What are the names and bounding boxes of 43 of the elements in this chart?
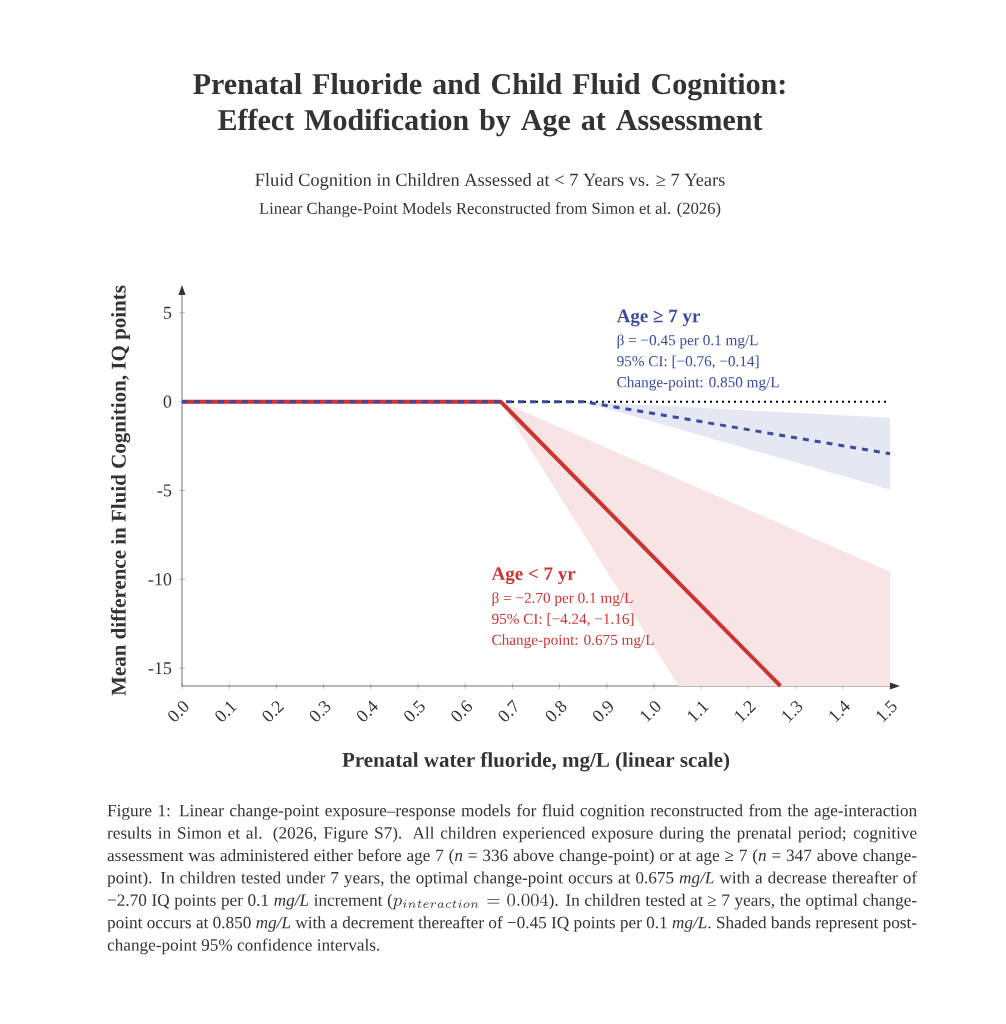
text: results in Simon et al. (2026, Figure S7). All children experienced exposure during the prenatal period; cognitive	[107, 826, 917, 843]
x-tick-label: 1.1	[687, 701, 709, 723]
x-axis-title: Prenatal water fluoride, mg/L (linear scale)	[342, 752, 730, 772]
text: Figure 1: Linear change-point exposure–response models for fluid cognition reconstructed from the age-interaction	[107, 804, 917, 820]
y-tick-label: -10	[148, 573, 172, 586]
y-tick-label: -15	[148, 662, 172, 675]
annotation: 95% CI: [−4.24, −1.16]	[492, 613, 634, 627]
y-tick-label: 0	[163, 395, 172, 408]
y-axis-title: Mean difference in Fluid Cognition, IQ points	[110, 285, 131, 696]
annotation: β = −2.70 per 0.1 mg/L	[492, 592, 633, 607]
x-tick-label: 0.6	[451, 700, 473, 722]
text: assessment was administered either before age 7 (n = 336 above change-point) or at age ≥ 7 (n = 347 above change-	[107, 848, 917, 865]
text: −2.70 IQ points per 0.1 mg/L increment (	[107, 893, 393, 910]
y-tick-label: -5	[157, 484, 172, 497]
x-tick-label: 0.5	[404, 700, 425, 722]
x-tick-label: 1.2	[735, 701, 757, 723]
x-tick-label: 0.1	[215, 701, 237, 722]
text: Linear Change-Point Models Reconstructed from Simon et al. (2026)	[259, 202, 721, 218]
chart-subtitle: Fluid Cognition in Children Assessed at < 7 Years vs. ≥ 7 Years	[255, 173, 725, 190]
annotation: Change-point: 0.675 mg/L	[492, 634, 654, 649]
text: $p_{interaction} = 0.004$	[392, 893, 549, 910]
annotation: Change-point: 0.850 mg/L	[617, 376, 779, 391]
text: ). In children tested at ≥ 7 years, the optimal change-	[549, 893, 917, 910]
chart-title: Prenatal Fluoride and Child Fluid Cognition: Effect Modification by Age at Assessment	[193, 73, 785, 137]
x-tick-label: 0.4	[357, 700, 378, 722]
text: Age ≥ 7 yr	[616, 309, 700, 327]
x-tick-label: 0.9	[593, 701, 613, 722]
x-tick-label: 0.8	[545, 700, 567, 722]
x-tick-label: 0.7	[498, 699, 517, 722]
y-tick-label: 5	[163, 306, 172, 319]
text: change-point 95% confidence intervals.	[107, 938, 380, 955]
x-tick-label: 1.5	[876, 700, 897, 723]
annotation: β = −0.45 per 0.1 mg/L	[617, 334, 758, 349]
text: point occurs at 0.850 mg/L with a decrement thereafter of −0.45 IQ points per 0.1 mg/L. Shaded bands represent post-	[107, 916, 917, 932]
x-tick-label: 1.4	[829, 700, 850, 723]
x-tick-label: 0.3	[309, 701, 331, 722]
x-tick-label: 0.2	[262, 701, 285, 722]
x-tick-label: 0.0	[168, 701, 189, 722]
text: point). In children tested under 7 years, the optimal change-point occurs at 0.675 mg/L with a decrease thereafter of	[107, 871, 918, 888]
x-tick-label: 1.0	[640, 701, 661, 723]
annotation: 95% CI: [−0.76, −0.14]	[617, 355, 759, 369]
x-tick-label: 1.3	[782, 701, 803, 723]
text: Age < 7 yr	[491, 567, 576, 585]
